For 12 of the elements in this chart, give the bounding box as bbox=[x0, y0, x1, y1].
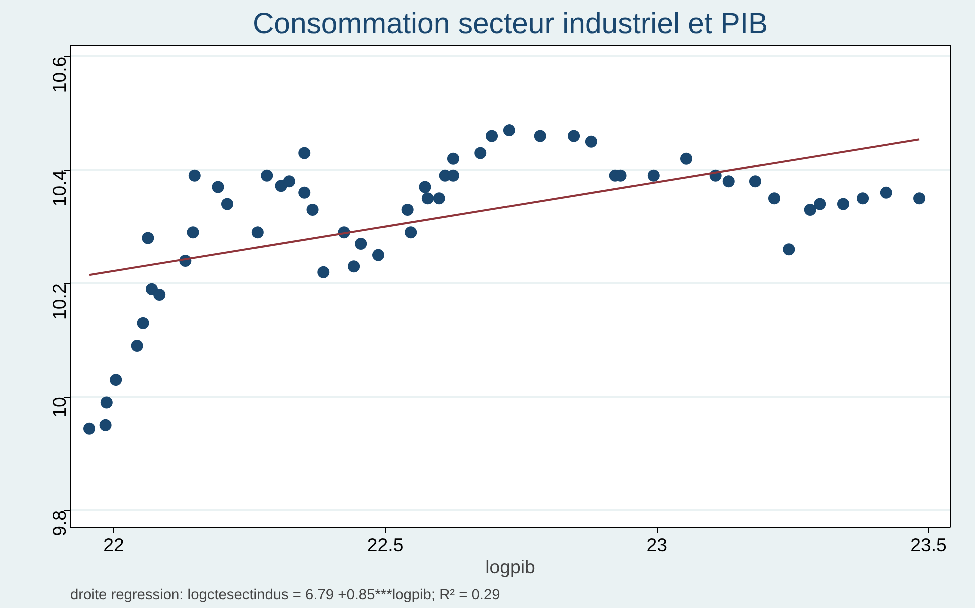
text: droite regression: logctesectindus = 6.79 +0.85***logpib; R² = 0.29 bbox=[70, 588, 500, 604]
x-axis-title: logpib bbox=[486, 556, 536, 578]
y-tick-label: 9.8 bbox=[49, 510, 70, 536]
y-tick-label: 10.6 bbox=[49, 56, 70, 94]
y-tick-label: 10.4 bbox=[49, 170, 70, 207]
y-tick-label: 10 bbox=[49, 397, 70, 418]
chart-title: Consommation secteur industriel et PIB bbox=[252, 8, 768, 40]
y-tick-label: 10.2 bbox=[49, 284, 70, 320]
x-tick-label: 22.5 bbox=[367, 534, 404, 556]
x-tick-label: 23 bbox=[646, 534, 668, 556]
x-tick-label: 22 bbox=[104, 534, 124, 556]
x-tick-label: 23.5 bbox=[910, 534, 947, 556]
